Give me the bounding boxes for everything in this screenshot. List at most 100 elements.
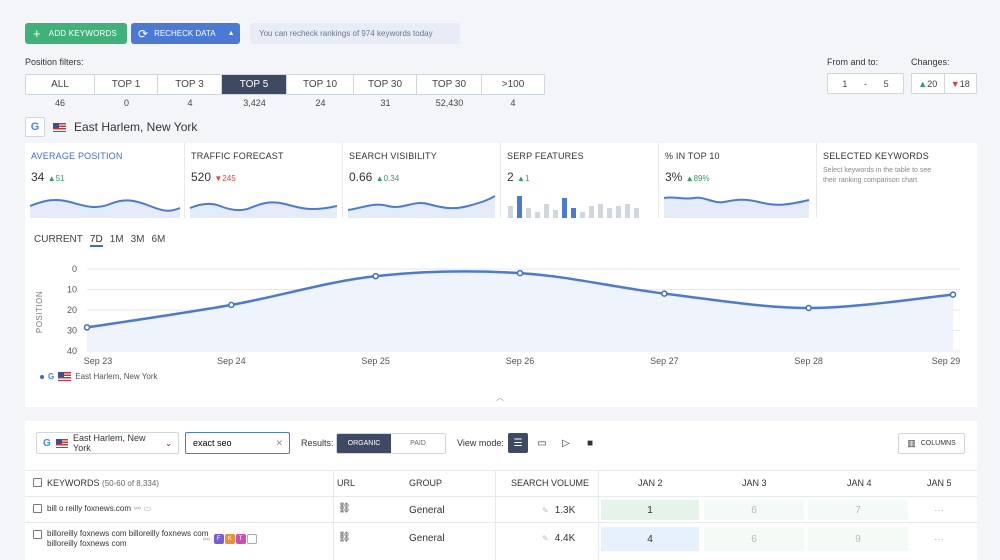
col-jan2[interactable]: JAN 2 [638, 478, 663, 488]
col-group[interactable]: GROUP [409, 478, 443, 488]
collapse-chevron-icon[interactable]: ︿ [496, 393, 504, 402]
rank-jan5[interactable]: ··· [934, 533, 944, 545]
clear-icon[interactable]: ✕ [275, 437, 283, 448]
chevron-up-icon[interactable]: ▲ [227, 30, 235, 37]
filter-top30[interactable]: TOP 30 [354, 75, 417, 94]
rank-jan2[interactable]: 1 [601, 500, 699, 520]
y-tick-label: 0 [72, 264, 77, 274]
rank-jan3[interactable]: 6 [704, 500, 804, 520]
range-from[interactable]: 1 [842, 78, 848, 89]
table-row-keyword[interactable]: bill o reilly foxnews.com ⚯ ▭ [47, 504, 152, 513]
recheck-note: You can recheck rankings of 974 keywords… [250, 23, 460, 44]
metric-average-position[interactable]: AVERAGE POSITION 34 ▲51 [25, 143, 185, 218]
col-keywords[interactable]: KEYWORDS (50-60 of 8,334) [47, 478, 159, 488]
tag-view-icon[interactable]: ▷ [562, 437, 570, 449]
row-volume: ✎ 4.4K [542, 533, 576, 544]
metric-search-visibility[interactable]: SEARCH VISIBILITY 0.66 ▲0.34 [343, 143, 501, 218]
position-chart: 0 10 20 30 40 POSITION Sep 23 Sep 24 Sep 25 Sep 2… [35, 264, 961, 366]
col-search-volume[interactable]: SEARCH VOLUME [511, 478, 590, 488]
metric-in-top10[interactable]: % IN TOP 10 3% ▲89% [659, 143, 817, 218]
col-jan5[interactable]: JAN 5 [927, 478, 952, 488]
tab-1m[interactable]: 1M [109, 234, 124, 245]
col-jan3[interactable]: JAN 3 [742, 478, 767, 488]
x-tick-label: Sep 29 [932, 356, 961, 366]
metric-value: 520 [191, 170, 212, 184]
period-tabs: CURRENT 7D 1M 3M 6M [34, 234, 165, 247]
location-select-value: East Harlem, New York [73, 433, 146, 453]
metrics-panel: AVERAGE POSITION 34 ▲51 TRAFFIC FORECAST… [25, 143, 977, 218]
metric-traffic-forecast[interactable]: TRAFFIC FORECAST 520 ▼245 [185, 143, 343, 218]
keyword-search-field[interactable]: ✕ [185, 432, 290, 454]
columns-button[interactable]: ▥ COLUMNS [898, 433, 965, 454]
filter-top5[interactable]: TOP 5 [222, 75, 287, 94]
data-point [83, 324, 91, 331]
paid-button[interactable]: PAID [391, 434, 445, 453]
tab-6m[interactable]: 6M [151, 234, 166, 245]
row-checkbox[interactable] [33, 504, 42, 513]
feature-badge[interactable]: F [213, 534, 224, 545]
feature-badge[interactable]: K [224, 534, 235, 545]
metric-title: AVERAGE POSITION [31, 151, 123, 161]
folder-filled-view-icon[interactable]: ■ [586, 437, 594, 449]
url-link-icon[interactable]: ⛓ [338, 532, 351, 543]
range-to[interactable]: 5 [883, 78, 889, 89]
location-select[interactable]: G East Harlem, New York ⌄ [36, 432, 179, 454]
edit-icon[interactable]: ✎ [542, 506, 549, 515]
chart-legend: G East Harlem, New York [40, 372, 158, 381]
keyword-search-input[interactable] [193, 438, 273, 448]
add-keywords-button[interactable]: + ADD KEYWORDS [25, 23, 127, 44]
organic-button[interactable]: ORGANIC [337, 434, 391, 453]
feature-badge-empty[interactable] [246, 534, 257, 545]
edit-icon[interactable]: ✎ [542, 534, 549, 543]
metric-title: % IN TOP 10 [665, 151, 720, 161]
rank-jan3[interactable]: 6 [704, 527, 804, 551]
tab-7d[interactable]: 7D [89, 234, 103, 247]
rank-jan2[interactable]: 4 [601, 527, 699, 551]
col-url[interactable]: URL [337, 478, 356, 488]
row-checkbox[interactable] [33, 530, 42, 539]
columns-icon: ▥ [907, 438, 916, 448]
legend-label: East Harlem, New York [75, 372, 158, 381]
range-input[interactable]: 1 - 5 [827, 73, 904, 94]
rank-jan5[interactable]: ··· [934, 504, 944, 516]
position-filters: ALL TOP 1 TOP 3 TOP 5 TOP 10 TOP 30 TOP … [25, 74, 545, 95]
metric-description: Select keywords in the table to see thei… [823, 167, 932, 184]
table-row-keyword[interactable]: billoreilly foxnews com billoreilly foxn… [47, 529, 209, 548]
count-top3: 4 [187, 98, 193, 108]
filter-top3[interactable]: TOP 3 [158, 75, 222, 94]
changes-toggle[interactable]: ▲20 ▼18 [911, 73, 977, 94]
list-view-icon[interactable]: ☰ [508, 433, 528, 453]
location-row: G East Harlem, New York [25, 117, 197, 137]
filter-over100[interactable]: >100 [501, 79, 525, 90]
series-area [87, 271, 953, 351]
recheck-data-button[interactable]: ⟳ RECHECK DATA ▲ [131, 23, 240, 44]
changes-label: Changes: [911, 57, 950, 67]
google-icon[interactable]: G [25, 117, 45, 137]
comment-icon[interactable]: ▭ [143, 504, 152, 513]
link-icon[interactable]: ⚯ [203, 535, 210, 544]
count-top30-b: 52,430 [435, 98, 464, 108]
url-link-icon[interactable]: ⛓ [338, 503, 351, 514]
filter-all[interactable]: ALL [26, 75, 95, 94]
refresh-icon: ⟳ [138, 26, 149, 41]
tab-current[interactable]: CURRENT [34, 234, 83, 245]
y-axis-label: POSITION [35, 291, 44, 333]
rank-jan4[interactable]: 9 [808, 527, 908, 551]
feature-badge[interactable]: T [235, 534, 246, 545]
metric-delta: ▲51 [47, 174, 65, 183]
metric-serp-features[interactable]: SERP FEATURES 2 ▲1 [501, 143, 659, 218]
changes-down[interactable]: ▼18 [950, 78, 970, 89]
filter-top30-b[interactable]: TOP 30 [417, 75, 482, 94]
x-tick-label: Sep 24 [217, 356, 246, 366]
results-toggle: ORGANIC PAID [336, 433, 446, 454]
y-tick-label: 30 [67, 326, 77, 336]
folder-view-icon[interactable]: ▭ [537, 437, 547, 449]
changes-up[interactable]: ▲20 [918, 78, 938, 89]
select-all-checkbox[interactable] [33, 478, 42, 487]
rank-jan4[interactable]: 7 [808, 500, 908, 520]
col-jan4[interactable]: JAN 4 [847, 478, 872, 488]
filter-top1[interactable]: TOP 1 [95, 75, 158, 94]
filter-top10[interactable]: TOP 10 [287, 75, 354, 94]
tab-3m[interactable]: 3M [130, 234, 145, 245]
link-icon[interactable]: ⚯ [134, 504, 141, 513]
